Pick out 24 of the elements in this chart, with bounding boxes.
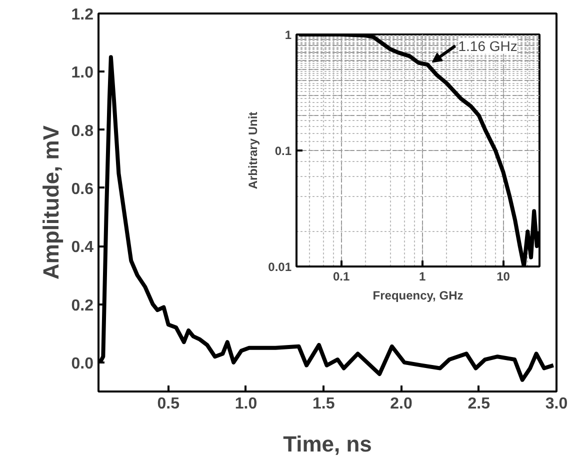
x-axis-title: Frequency, GHz — [372, 288, 464, 302]
x-tick-label: 10 — [496, 270, 510, 284]
y-tick-label: 0.1 — [274, 144, 292, 158]
y-tick-label: 0.01 — [268, 260, 292, 274]
y-tick-label: 0.6 — [71, 180, 94, 198]
y-tick-label: 0.8 — [71, 122, 94, 140]
annotation: 1.16 GHz — [458, 38, 518, 54]
y-tick-label: 1 — [284, 28, 292, 42]
y-tick-label: 0.2 — [71, 297, 94, 314]
x-tick-label: 2.5 — [468, 396, 490, 412]
y-axis-title: Amplitude, mV — [38, 125, 64, 280]
x-tick-label: 0.1 — [332, 270, 350, 284]
y-tick-label: 1.0 — [71, 64, 94, 82]
y-tick-label: 0.0 — [71, 355, 94, 372]
x-tick-label: 1 — [418, 270, 426, 284]
x-tick-label: 0.5 — [157, 396, 180, 412]
x-tick-label: 3.0 — [545, 396, 568, 412]
x-tick-label: 2.0 — [390, 396, 412, 412]
x-axis-title: Time, ns — [283, 432, 372, 456]
x-tick-label: 1.5 — [312, 396, 335, 412]
y-tick-label: 0.4 — [71, 239, 94, 256]
y-axis-title: Arbitrary Unit — [246, 112, 260, 190]
y-tick-label: 1.2 — [71, 6, 94, 24]
x-tick-label: 1.0 — [234, 396, 258, 412]
